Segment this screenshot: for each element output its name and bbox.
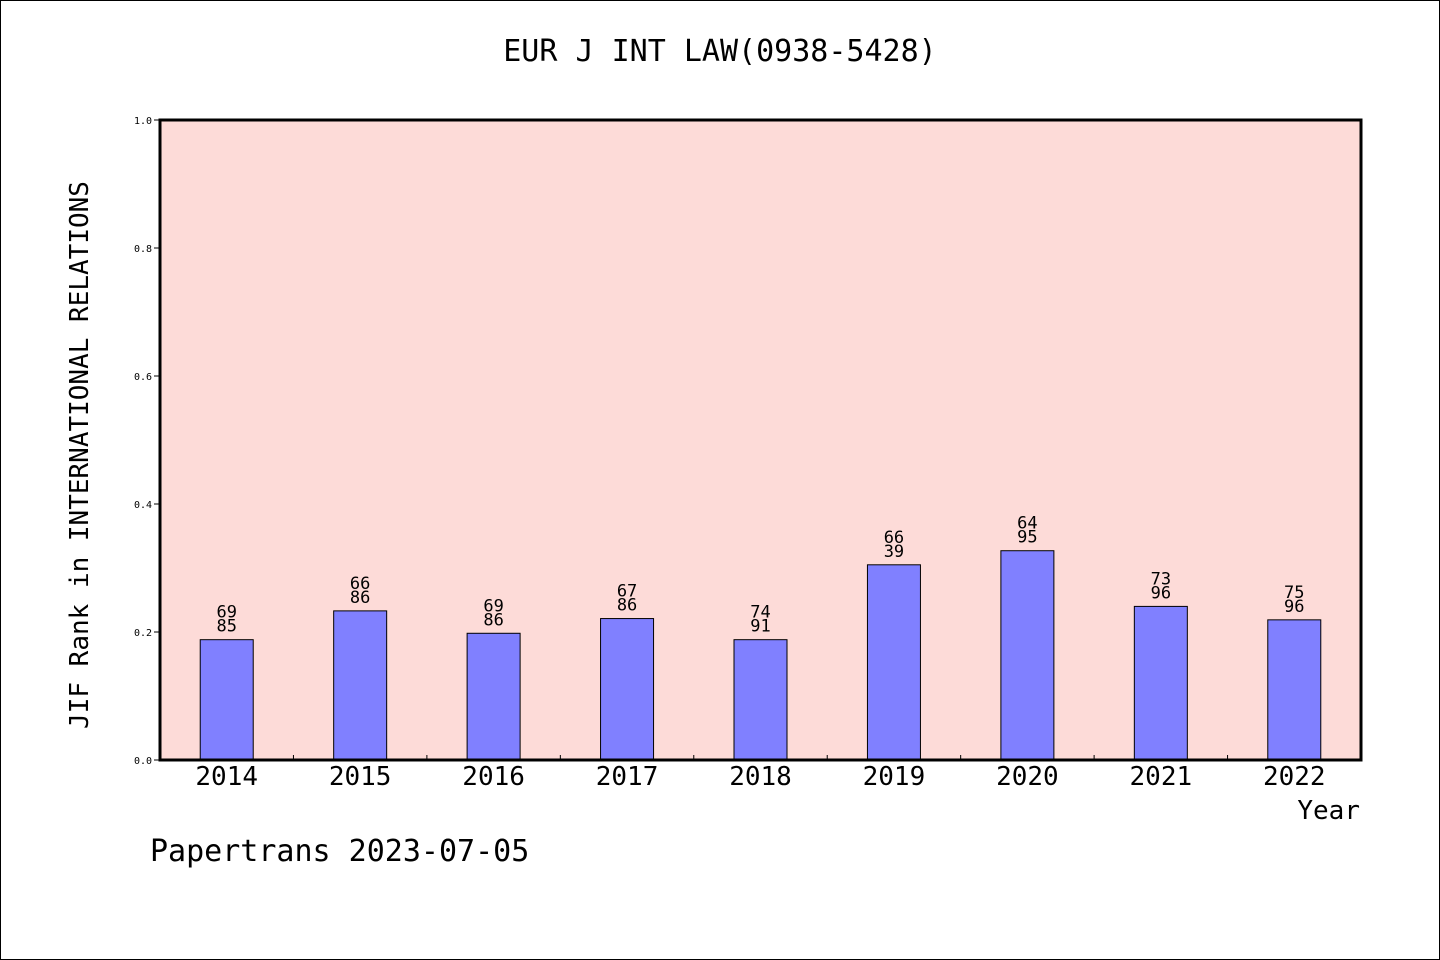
bar-label-rank: 75 bbox=[1284, 583, 1304, 603]
y-tick-label: 0.2 bbox=[134, 628, 152, 639]
bar-label-rank: 69 bbox=[483, 596, 503, 616]
bar-label-rank: 69 bbox=[216, 603, 236, 623]
bar-label-rank: 66 bbox=[884, 528, 904, 548]
bar-label-total: 85 bbox=[216, 617, 236, 637]
bar bbox=[600, 618, 655, 761]
bar-label-rank: 67 bbox=[617, 582, 637, 602]
y-tick-label: 0.4 bbox=[134, 500, 152, 511]
x-tick-label: 2014 bbox=[195, 762, 258, 792]
plot-border bbox=[158, 118, 1363, 762]
bar-label-rank: 73 bbox=[1151, 569, 1171, 589]
y-tick-label: 0.0 bbox=[134, 756, 152, 767]
bar bbox=[1133, 605, 1188, 761]
bar bbox=[1000, 550, 1055, 761]
bar bbox=[333, 610, 388, 761]
x-tick-label: 2017 bbox=[596, 762, 659, 792]
bar-label-total: 91 bbox=[750, 617, 770, 637]
bar bbox=[866, 564, 921, 761]
x-axis-label: Year bbox=[1297, 796, 1360, 826]
bar bbox=[733, 639, 788, 761]
x-tick-label: 2018 bbox=[729, 762, 792, 792]
bar-label-total: 86 bbox=[350, 588, 370, 608]
bar-label-total: 86 bbox=[483, 610, 503, 630]
bar-label-total: 96 bbox=[1151, 583, 1171, 603]
x-tick-label: 2020 bbox=[996, 762, 1059, 792]
bar-label-total: 96 bbox=[1284, 597, 1304, 617]
bar-label-total: 39 bbox=[884, 542, 904, 562]
x-tick-label: 2016 bbox=[462, 762, 525, 792]
bar bbox=[199, 639, 254, 761]
x-tick-label: 2021 bbox=[1130, 762, 1193, 792]
bar-label-rank: 64 bbox=[1017, 514, 1037, 534]
y-tick-label: 0.6 bbox=[134, 372, 152, 383]
bar-label-total: 86 bbox=[617, 596, 637, 616]
bar bbox=[1267, 619, 1322, 761]
bar-label-total: 95 bbox=[1017, 528, 1037, 548]
x-tick-label: 2022 bbox=[1263, 762, 1326, 792]
chart-title: EUR J INT LAW(0938-5428) bbox=[503, 34, 937, 69]
bar bbox=[466, 632, 521, 761]
y-tick-label: 0.8 bbox=[134, 244, 152, 255]
y-tick-label: 1.0 bbox=[134, 116, 152, 127]
bar-label-rank: 74 bbox=[750, 603, 770, 623]
bar-label-rank: 66 bbox=[350, 574, 370, 594]
x-tick-label: 2019 bbox=[863, 762, 926, 792]
footer-watermark: Papertrans 2023-07-05 bbox=[150, 834, 530, 869]
x-tick-label: 2015 bbox=[329, 762, 392, 792]
